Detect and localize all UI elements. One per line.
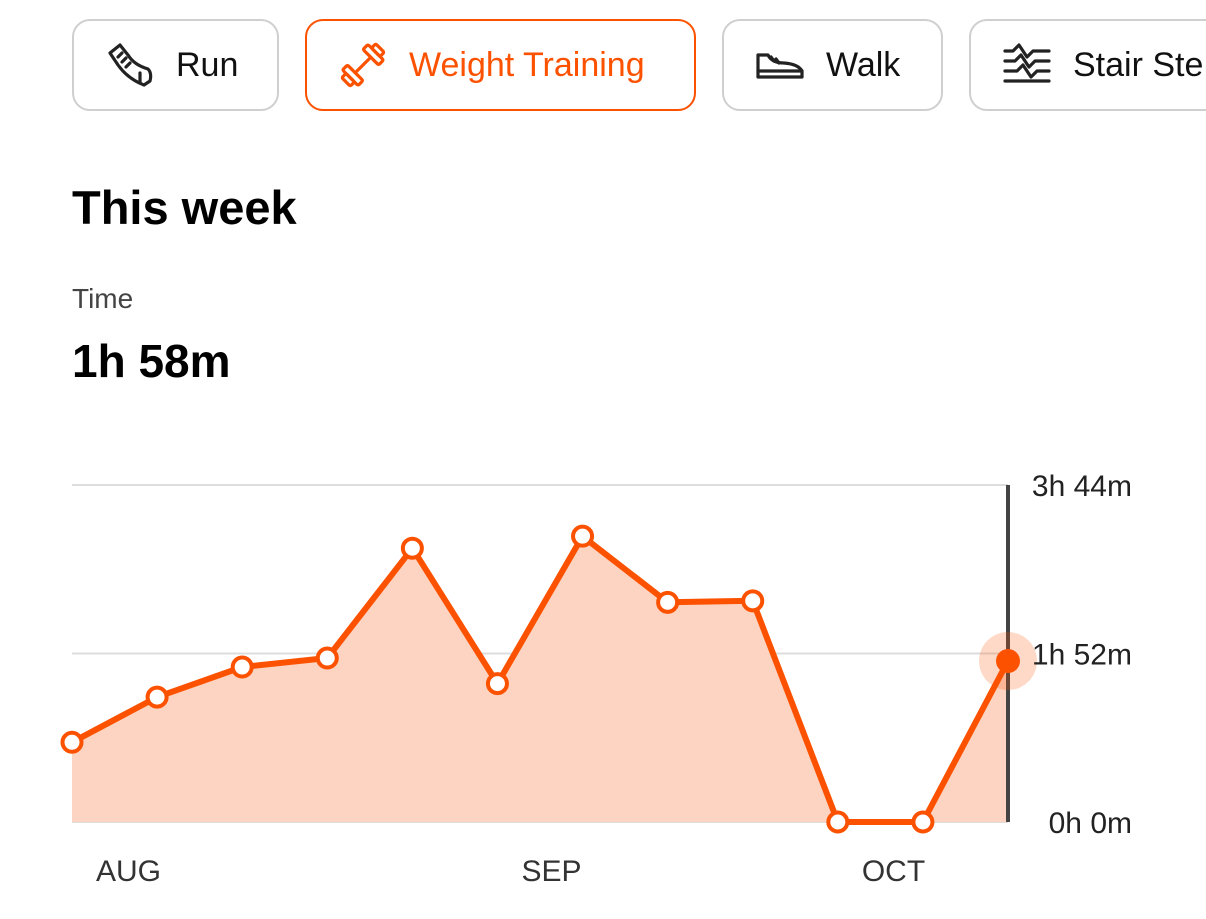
series-line — [69, 533, 1011, 825]
data-point[interactable] — [741, 589, 765, 613]
x-tick-label: AUG — [96, 855, 161, 888]
shoe-icon — [104, 39, 156, 91]
data-point[interactable] — [315, 646, 339, 670]
y-tick-label: 0h 0m — [1049, 807, 1132, 840]
data-point[interactable] — [60, 730, 84, 754]
tab-stair-stepper[interactable]: Stair Ste — [969, 19, 1206, 111]
tab-walk-label: Walk — [826, 45, 901, 84]
y-tick-label: 1h 52m — [1032, 639, 1132, 672]
weekly-time-chart[interactable]: 3h 44m 1h 52m 0h 0m AUG SEP OCT — [0, 440, 1206, 919]
data-point[interactable] — [826, 810, 850, 834]
tab-run[interactable]: Run — [72, 19, 279, 111]
data-point-highlighted[interactable] — [996, 649, 1020, 674]
tab-stair-stepper-label: Stair Ste — [1073, 45, 1204, 84]
data-point[interactable] — [911, 810, 935, 834]
y-tick-label: 3h 44m — [1032, 470, 1132, 503]
metric-label: Time — [72, 283, 134, 314]
data-points — [60, 524, 1020, 834]
sneaker-icon — [754, 39, 806, 91]
dumbbell-icon — [337, 39, 389, 91]
data-point[interactable] — [656, 590, 680, 614]
data-point[interactable] — [230, 655, 254, 679]
tab-run-label: Run — [176, 45, 239, 84]
y-axis-labels: 3h 44m 1h 52m 0h 0m — [1032, 470, 1132, 840]
tab-walk[interactable]: Walk — [722, 19, 943, 111]
stair-stepper-icon — [1001, 39, 1053, 91]
x-tick-label: OCT — [862, 855, 925, 888]
x-tick-label: SEP — [521, 855, 581, 888]
metric-value: 1h 58m — [72, 335, 231, 387]
data-point[interactable] — [145, 685, 169, 709]
data-point[interactable] — [400, 536, 424, 560]
area-fill — [72, 536, 1008, 822]
data-point[interactable] — [571, 524, 595, 548]
data-point[interactable] — [485, 672, 509, 696]
tab-weight-training[interactable]: Weight Training — [305, 19, 696, 111]
section-title: This week — [72, 181, 297, 234]
activity-tab-bar: Run Weight Training Walk — [0, 0, 1206, 130]
x-axis-labels: AUG SEP OCT — [96, 855, 925, 888]
tab-weight-training-label: Weight Training — [409, 45, 645, 84]
